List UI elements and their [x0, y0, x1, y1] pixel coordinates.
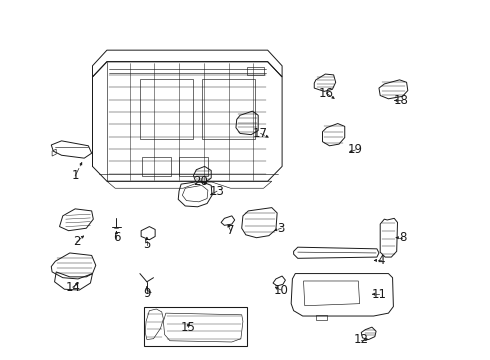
Text: 2: 2 [73, 235, 80, 248]
Text: 17: 17 [253, 127, 268, 140]
Text: 10: 10 [274, 284, 289, 297]
Text: 5: 5 [143, 238, 150, 251]
Text: 19: 19 [348, 143, 363, 156]
Text: 7: 7 [227, 224, 234, 237]
Text: 6: 6 [113, 231, 120, 244]
Text: 12: 12 [354, 333, 369, 346]
Text: 11: 11 [371, 288, 387, 301]
Text: 18: 18 [393, 94, 408, 107]
Text: 4: 4 [377, 254, 385, 267]
Text: 13: 13 [210, 185, 224, 198]
Text: 14: 14 [65, 281, 80, 294]
Text: 8: 8 [399, 231, 406, 244]
Text: 15: 15 [181, 321, 196, 334]
Text: 1: 1 [72, 169, 79, 183]
Text: 9: 9 [143, 287, 150, 300]
Text: 3: 3 [278, 222, 285, 235]
Text: 20: 20 [193, 175, 208, 188]
Text: 16: 16 [319, 87, 334, 100]
